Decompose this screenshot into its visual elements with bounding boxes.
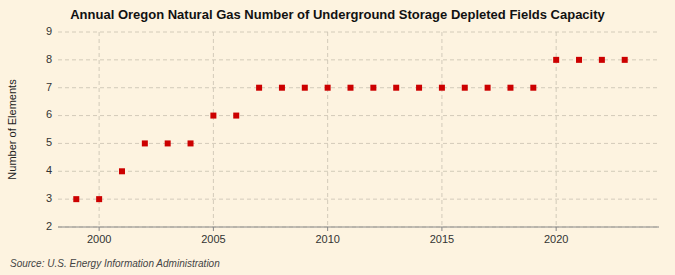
y-tick-label: 3 <box>46 192 52 204</box>
point <box>73 196 79 202</box>
x-tick-label: 2015 <box>430 233 454 245</box>
y-tick-label: 7 <box>46 81 52 93</box>
y-grid-line <box>58 227 659 228</box>
point <box>439 85 445 91</box>
y-grid-line <box>58 171 659 172</box>
x-tick-label: 2010 <box>315 233 339 245</box>
point <box>302 85 308 91</box>
point <box>119 168 125 174</box>
point <box>370 85 376 91</box>
chart: 2 3 4 5 6 7 8 9 2000 2005 2010 2015 2020 Number of El… <box>0 0 675 275</box>
y-tick-label: 6 <box>46 108 52 120</box>
x-axis-line <box>58 227 659 228</box>
x-grid-line <box>213 32 214 227</box>
point <box>256 85 262 91</box>
y-tick-label: 8 <box>46 53 52 65</box>
point <box>599 57 605 63</box>
point <box>507 85 513 91</box>
y-grid-line <box>58 32 659 33</box>
point <box>553 57 559 63</box>
point <box>393 85 399 91</box>
point <box>188 140 194 146</box>
point <box>325 85 331 91</box>
x-tick-mark <box>213 227 214 231</box>
y-grid-line <box>58 143 659 144</box>
point <box>233 113 239 119</box>
x-tick-label: 2000 <box>87 233 111 245</box>
point <box>142 140 148 146</box>
y-tick-label: 4 <box>46 164 52 176</box>
point <box>485 85 491 91</box>
x-grid-line <box>327 32 328 227</box>
x-tick-label: 2005 <box>201 233 225 245</box>
point <box>96 196 102 202</box>
point <box>279 85 285 91</box>
x-tick-mark <box>99 227 100 231</box>
x-tick-mark <box>441 227 442 231</box>
x-tick-mark <box>327 227 328 231</box>
point <box>576 57 582 63</box>
point <box>462 85 468 91</box>
point <box>530 85 536 91</box>
y-tick-label: 5 <box>46 136 52 148</box>
point <box>210 113 216 119</box>
x-grid-line <box>441 32 442 227</box>
y-grid-line <box>58 115 659 116</box>
points <box>73 57 627 202</box>
point <box>622 57 628 63</box>
axes: 2 3 4 5 6 7 8 9 2000 2005 2010 2015 2020 <box>46 25 659 245</box>
y-grid-line <box>58 87 659 88</box>
y-grid-line <box>58 199 659 200</box>
source: Source: U.S. Energy Information Administ… <box>10 258 220 269</box>
point <box>348 85 354 91</box>
x-tick-label: 2020 <box>544 233 568 245</box>
point <box>416 85 422 91</box>
y-grid-line <box>58 59 659 60</box>
y-tick-label: 9 <box>46 25 52 37</box>
y-axis-label: Number of Elements <box>6 79 18 180</box>
background <box>0 0 675 275</box>
grid <box>58 32 659 227</box>
x-tick-mark <box>556 227 557 231</box>
point <box>165 140 171 146</box>
y-tick-label: 2 <box>46 220 52 232</box>
title: Annual Oregon Natural Gas Number of Unde… <box>70 7 605 22</box>
